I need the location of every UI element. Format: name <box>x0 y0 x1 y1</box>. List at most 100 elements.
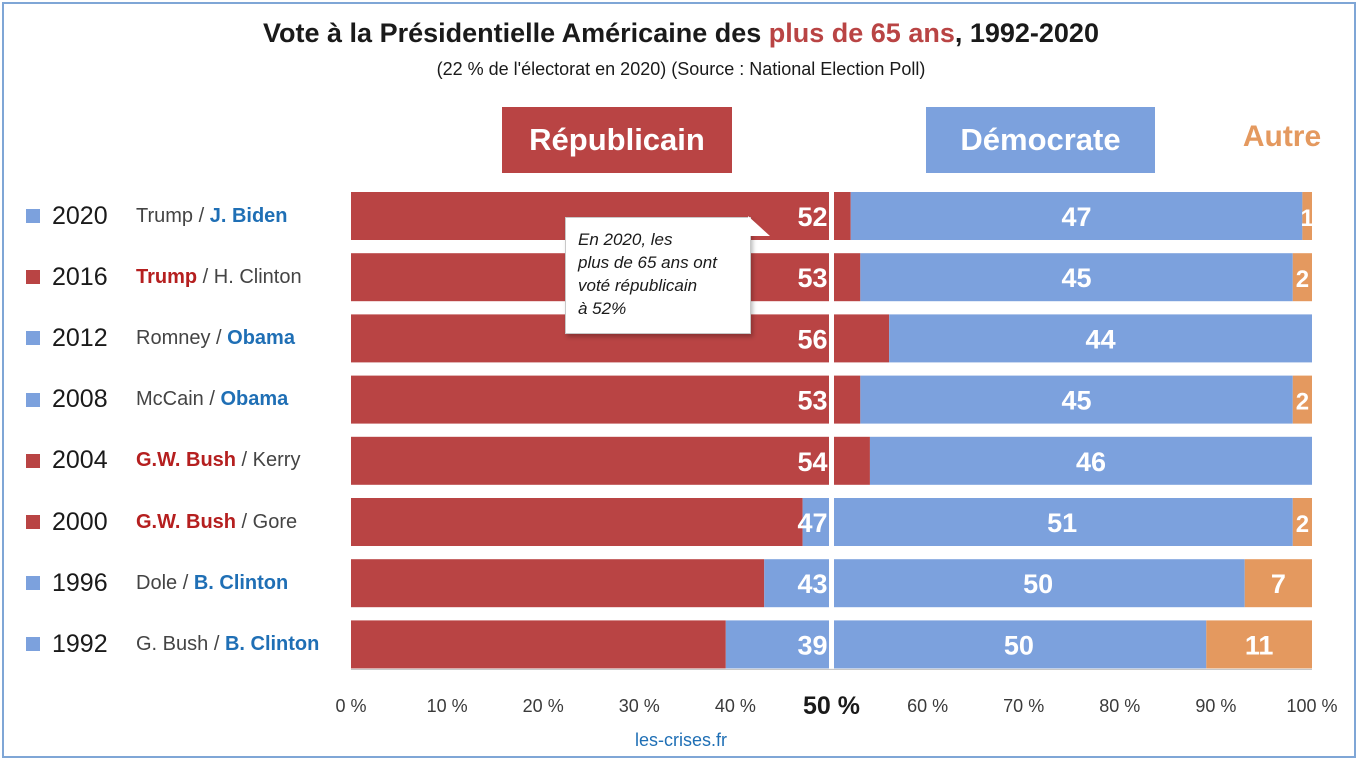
bar-dem <box>889 314 1312 363</box>
annotation-callout: En 2020, les plus de 65 ans ont voté rép… <box>565 217 751 334</box>
row-label: 2004 G.W. Bush / Kerry <box>26 441 300 481</box>
row-label: 2020 Trump / J. Biden <box>26 196 288 236</box>
winner-marker <box>26 576 40 591</box>
bar-autre <box>1292 498 1312 546</box>
x-tick-label: 60 % <box>907 696 948 716</box>
bar-dem <box>764 559 1245 608</box>
row-label: 1992 G. Bush / B. Clinton <box>26 624 319 664</box>
data-label-rep: 43 <box>797 569 827 599</box>
data-label-rep: 56 <box>797 324 827 354</box>
row-candidates: Romney / Obama <box>136 327 295 350</box>
data-label-rep: 39 <box>797 630 827 660</box>
chart-subtitle: (22 % de l'électorat en 2020) (Source : … <box>436 59 926 79</box>
data-label-dem: 50 <box>1004 630 1034 660</box>
row-label: 2016 Trump / H. Clinton <box>26 257 302 297</box>
data-label-dem: 44 <box>1086 324 1116 354</box>
title-text: Vote à la Présidentielle Américaine des <box>263 18 769 48</box>
data-label-rep: 53 <box>797 263 827 293</box>
bar-rep <box>351 559 765 608</box>
row-year: 1992 <box>52 629 108 658</box>
candidate-dem: Obama <box>220 388 289 411</box>
candidate-separator: / <box>236 510 253 533</box>
candidate-dem: Gore <box>252 510 298 533</box>
legend-democrate: Démocrate <box>926 107 1155 173</box>
bar-autre <box>1292 375 1312 424</box>
bar-dem <box>850 192 1303 240</box>
bar-rep <box>351 498 803 546</box>
x-tick-label: 40 % <box>715 696 756 716</box>
row-year: 2020 <box>52 201 108 230</box>
bar-autre <box>1292 253 1312 302</box>
candidate-rep: Trump <box>136 204 194 227</box>
row-candidates: G.W. Bush / Kerry <box>136 449 300 472</box>
bar-rep <box>351 620 726 669</box>
bar-rep <box>351 436 870 485</box>
row-year: 1996 <box>52 568 108 597</box>
x-tick-label: 30 % <box>619 696 660 716</box>
row-label: 2012 Romney / Obama <box>26 318 295 358</box>
candidate-dem: B. Clinton <box>224 632 320 655</box>
x-tick-label: 0 % <box>335 696 366 716</box>
candidate-separator: / <box>197 265 214 288</box>
row-candidates: Trump / J. Biden <box>136 205 288 228</box>
callout-line: voté républicain <box>578 276 698 295</box>
data-label-autre: 11 <box>1245 630 1274 660</box>
bar-dem <box>860 253 1293 302</box>
winner-marker <box>26 209 40 223</box>
candidate-rep: Trump <box>136 265 198 288</box>
winner-marker <box>26 331 40 346</box>
data-label-autre: 2 <box>1296 389 1309 416</box>
title-highlight: plus de 65 ans <box>768 18 955 48</box>
bar-autre <box>1302 192 1312 240</box>
winner-marker <box>26 515 40 529</box>
callout-line: En 2020, les <box>578 230 673 249</box>
x-tick-label: 10 % <box>427 696 468 716</box>
row-candidates: McCain / Obama <box>136 388 288 411</box>
candidate-dem: Kerry <box>252 449 301 472</box>
row-year: 2000 <box>52 507 108 536</box>
legend-autre: Autre <box>1242 120 1322 153</box>
data-label-rep: 53 <box>797 386 827 416</box>
x-tick-label: 20 % <box>523 696 564 716</box>
winner-marker <box>26 453 40 468</box>
row-year: 2008 <box>52 385 108 414</box>
candidate-dem: H. Clinton <box>213 265 302 288</box>
candidate-separator: / <box>236 449 253 472</box>
bar-rep <box>351 375 861 424</box>
candidate-rep: G.W. Bush <box>136 510 236 533</box>
data-label-dem: 50 <box>1023 569 1053 599</box>
candidate-rep: Romney <box>136 326 211 349</box>
data-label-autre: 7 <box>1271 569 1286 599</box>
data-label-dem: 46 <box>1076 447 1106 477</box>
candidate-dem: Obama <box>227 326 295 349</box>
data-label-rep: 47 <box>797 508 827 538</box>
row-candidates: G.W. Bush / Gore <box>136 511 297 534</box>
candidate-separator: / <box>210 326 228 349</box>
candidate-rep: G. Bush <box>136 632 209 655</box>
bar-dem <box>860 375 1293 424</box>
data-label-dem: 45 <box>1062 263 1092 293</box>
winner-marker <box>26 637 40 652</box>
bar-autre <box>1244 559 1312 608</box>
x-tick-label: 100 % <box>1286 696 1337 716</box>
callout-line: plus de 65 ans ont <box>578 253 717 272</box>
row-year: 2004 <box>52 446 108 475</box>
candidate-rep: G.W. Bush <box>136 449 236 472</box>
candidate-separator: / <box>203 388 221 411</box>
row-year: 2016 <box>52 262 108 291</box>
candidate-separator: / <box>193 204 210 227</box>
bar-autre <box>1206 620 1312 669</box>
title-text-end: , 1992-2020 <box>954 18 1099 48</box>
x-tick-label: 80 % <box>1099 696 1140 716</box>
data-label-dem: 47 <box>1062 202 1092 232</box>
data-label-dem: 45 <box>1062 386 1092 416</box>
data-label-autre: 2 <box>1296 511 1309 538</box>
candidate-separator: / <box>177 571 194 594</box>
row-label: 2008 McCain / Obama <box>26 380 288 420</box>
bar-dem <box>802 498 1293 546</box>
bar-dem <box>725 620 1207 669</box>
row-candidates: Dole / B. Clinton <box>136 572 288 595</box>
x-tick-label: 50 % <box>803 692 860 720</box>
candidate-rep: McCain <box>136 388 204 411</box>
